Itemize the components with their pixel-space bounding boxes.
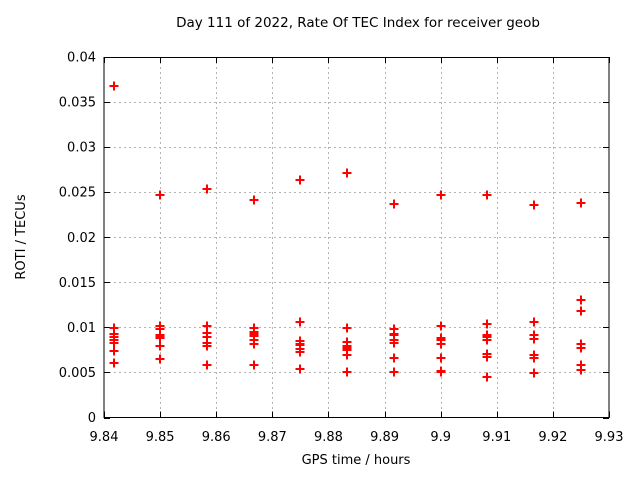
tick-labels: 9.84 9.85 9.86 9.87 9.88 9.89 9.9 9.91 9.92 9.93 0…	[59, 51, 624, 446]
data-point-marker	[576, 365, 586, 375]
data-point-marker	[576, 343, 586, 353]
x-tick-label: 9.87	[258, 430, 287, 445]
data-point-marker	[389, 338, 399, 348]
data-point-marker	[155, 190, 165, 200]
data-point-marker	[249, 360, 259, 370]
data-point-marker	[109, 346, 119, 356]
x-axis-label: GPS time / hours	[302, 453, 411, 468]
x-tick-label: 9.89	[370, 430, 399, 445]
data-point-marker	[436, 367, 446, 377]
data-point-marker	[529, 353, 539, 363]
data-point-marker	[155, 354, 165, 364]
x-tick-label: 9.84	[90, 430, 119, 445]
data-point-marker	[529, 368, 539, 378]
data-point-marker	[295, 347, 305, 357]
data-point-marker	[389, 353, 399, 363]
data-point-marker	[342, 168, 352, 178]
y-tick-label: 0.005	[59, 366, 96, 381]
grid-lines	[104, 57, 609, 418]
x-tick-label: 9.92	[538, 430, 567, 445]
data-point-marker	[249, 195, 259, 205]
data-point-marker	[342, 350, 352, 360]
data-point-marker	[482, 190, 492, 200]
data-point-marker	[576, 306, 586, 316]
data-point-marker	[529, 317, 539, 327]
y-tick-label: 0.015	[59, 276, 96, 291]
data-point-marker	[202, 184, 212, 194]
y-tick-label: 0.025	[59, 186, 96, 201]
x-tick-label: 9.85	[146, 430, 175, 445]
data-point-marker	[249, 339, 259, 349]
data-point-marker	[295, 317, 305, 327]
y-tick-label: 0.03	[67, 141, 96, 156]
data-point-marker	[436, 339, 446, 349]
y-axis-label: ROTI / TECUs	[14, 194, 29, 279]
data-point-marker	[482, 335, 492, 345]
data-point-marker	[389, 367, 399, 377]
plot-border	[103, 57, 610, 418]
x-tick-label: 9.91	[482, 430, 511, 445]
y-tick-label: 0	[88, 411, 96, 426]
data-point-marker	[436, 353, 446, 363]
data-point-marker	[482, 352, 492, 362]
y-tick-label: 0.035	[59, 96, 96, 111]
data-point-marker	[109, 81, 119, 91]
data-point-marker	[155, 333, 165, 343]
data-point-marker	[202, 360, 212, 370]
chart-title: Day 111 of 2022, Rate Of TEC Index for r…	[176, 15, 540, 31]
data-point-marker	[295, 175, 305, 185]
data-point-marker	[436, 321, 446, 331]
data-points	[109, 81, 586, 382]
data-point-marker	[342, 367, 352, 377]
data-point-marker	[576, 295, 586, 305]
data-point-marker	[482, 319, 492, 329]
data-point-marker	[109, 338, 119, 348]
data-point-marker	[155, 341, 165, 351]
x-tick-label: 9.93	[595, 430, 624, 445]
data-point-marker	[436, 190, 446, 200]
y-tick-label: 0.01	[67, 321, 96, 336]
data-point-marker	[202, 341, 212, 351]
y-tick-label: 0.04	[67, 51, 96, 66]
data-point-marker	[389, 199, 399, 209]
x-tick-label: 9.88	[314, 430, 343, 445]
data-point-marker	[342, 323, 352, 333]
data-point-marker	[576, 198, 586, 208]
data-point-marker	[529, 334, 539, 344]
x-tick-label: 9.9	[430, 430, 451, 445]
data-point-marker	[109, 358, 119, 368]
y-tick-label: 0.02	[67, 231, 96, 246]
data-point-marker	[295, 364, 305, 374]
data-point-marker	[482, 372, 492, 382]
x-tick-label: 9.86	[202, 430, 231, 445]
data-point-marker	[529, 200, 539, 210]
